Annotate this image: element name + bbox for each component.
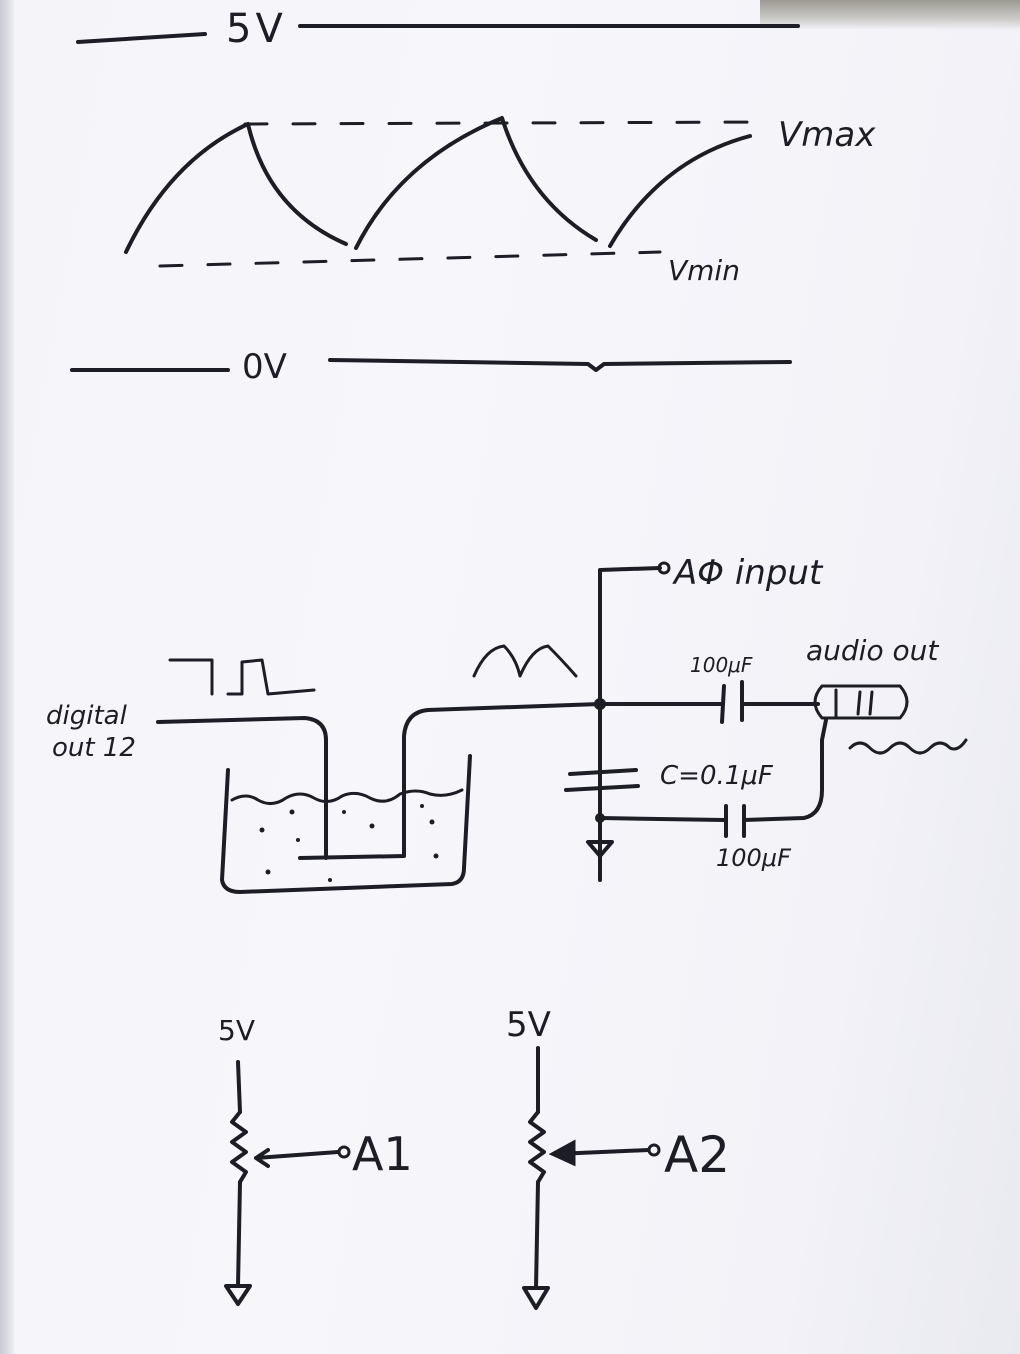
ground-symbol [586, 840, 614, 858]
background-surface [760, 0, 1020, 30]
ground-junction-dot [595, 813, 605, 823]
pot-a2-ground-symbol [522, 1286, 550, 1310]
pot-a1-wiper-arrow [254, 1148, 340, 1168]
pot-a1-top-wire [236, 1060, 242, 1114]
input-wire [156, 716, 328, 860]
triangle-wave-symbol [472, 644, 578, 678]
pot-a2-supply-label: 5V [506, 1005, 551, 1045]
pot-a2-terminal [647, 1143, 661, 1157]
a0-input-label: AΦ input [672, 553, 824, 593]
sound-wave-symbol [848, 738, 968, 755]
pot-a1-supply-label: 5V [218, 1014, 255, 1047]
page-binding-edge [0, 0, 14, 1354]
rail-0v-label: 0V [242, 347, 287, 387]
rail-5v-line-left [76, 32, 207, 44]
a0-wire [598, 566, 662, 882]
water-bubbles [259, 804, 439, 882]
cap-bottom-return-wire [742, 718, 828, 822]
sawtooth-waveform [124, 116, 752, 254]
digital-out-label-line2: out 12 [52, 733, 136, 763]
cap-top-plate-left [720, 684, 726, 724]
water-surface [230, 788, 464, 805]
vmin-label: Vmin [668, 254, 740, 287]
vmin-dashed-line [158, 250, 662, 268]
bottom-branch-wire [598, 816, 726, 822]
vmax-dashed-line [243, 120, 772, 126]
electrode-wire [298, 702, 602, 860]
audio-out-label: audio out [806, 634, 939, 667]
pot-a1-resistor [230, 1110, 248, 1184]
ground-cap-top-plate [568, 768, 638, 776]
rail-5v-label: 5V [226, 6, 287, 52]
digital-out-label-line1: digital [46, 701, 128, 731]
cap-top-label: 100μF [690, 653, 753, 677]
pot-a2-resistor [528, 1110, 546, 1184]
pot-a1-output-label: A1 [352, 1127, 413, 1181]
pot-a1-ground-symbol [224, 1284, 252, 1306]
potentiometer-diagram-a1: 5V A1 [218, 1014, 413, 1306]
pot-a2-bottom-wire [534, 1180, 540, 1290]
circuit-diagram: digital out 12 AΦ input [46, 553, 968, 894]
ground-cap-bottom-plate [564, 784, 640, 792]
potentiometer-diagram-a2: 5V A2 [506, 1005, 730, 1310]
pot-a2-wiper-arrowhead [548, 1139, 576, 1167]
vmax-label: Vmax [778, 115, 876, 155]
waveform-diagram: 5V Vmax Vmin 0V [70, 6, 876, 387]
pot-a2-output-label: A2 [664, 1126, 730, 1184]
square-wave-symbol [168, 658, 316, 696]
pot-a1-bottom-wire [236, 1180, 242, 1288]
pot-a1-terminal [337, 1145, 351, 1159]
audio-jack-plug [813, 684, 909, 720]
water-container [220, 754, 472, 894]
cap-bottom-label: 100μF [716, 844, 792, 872]
rail-0v-line-right [328, 358, 792, 372]
a0-terminal [657, 561, 671, 575]
ground-cap-label: C=0.1μF [660, 761, 774, 791]
